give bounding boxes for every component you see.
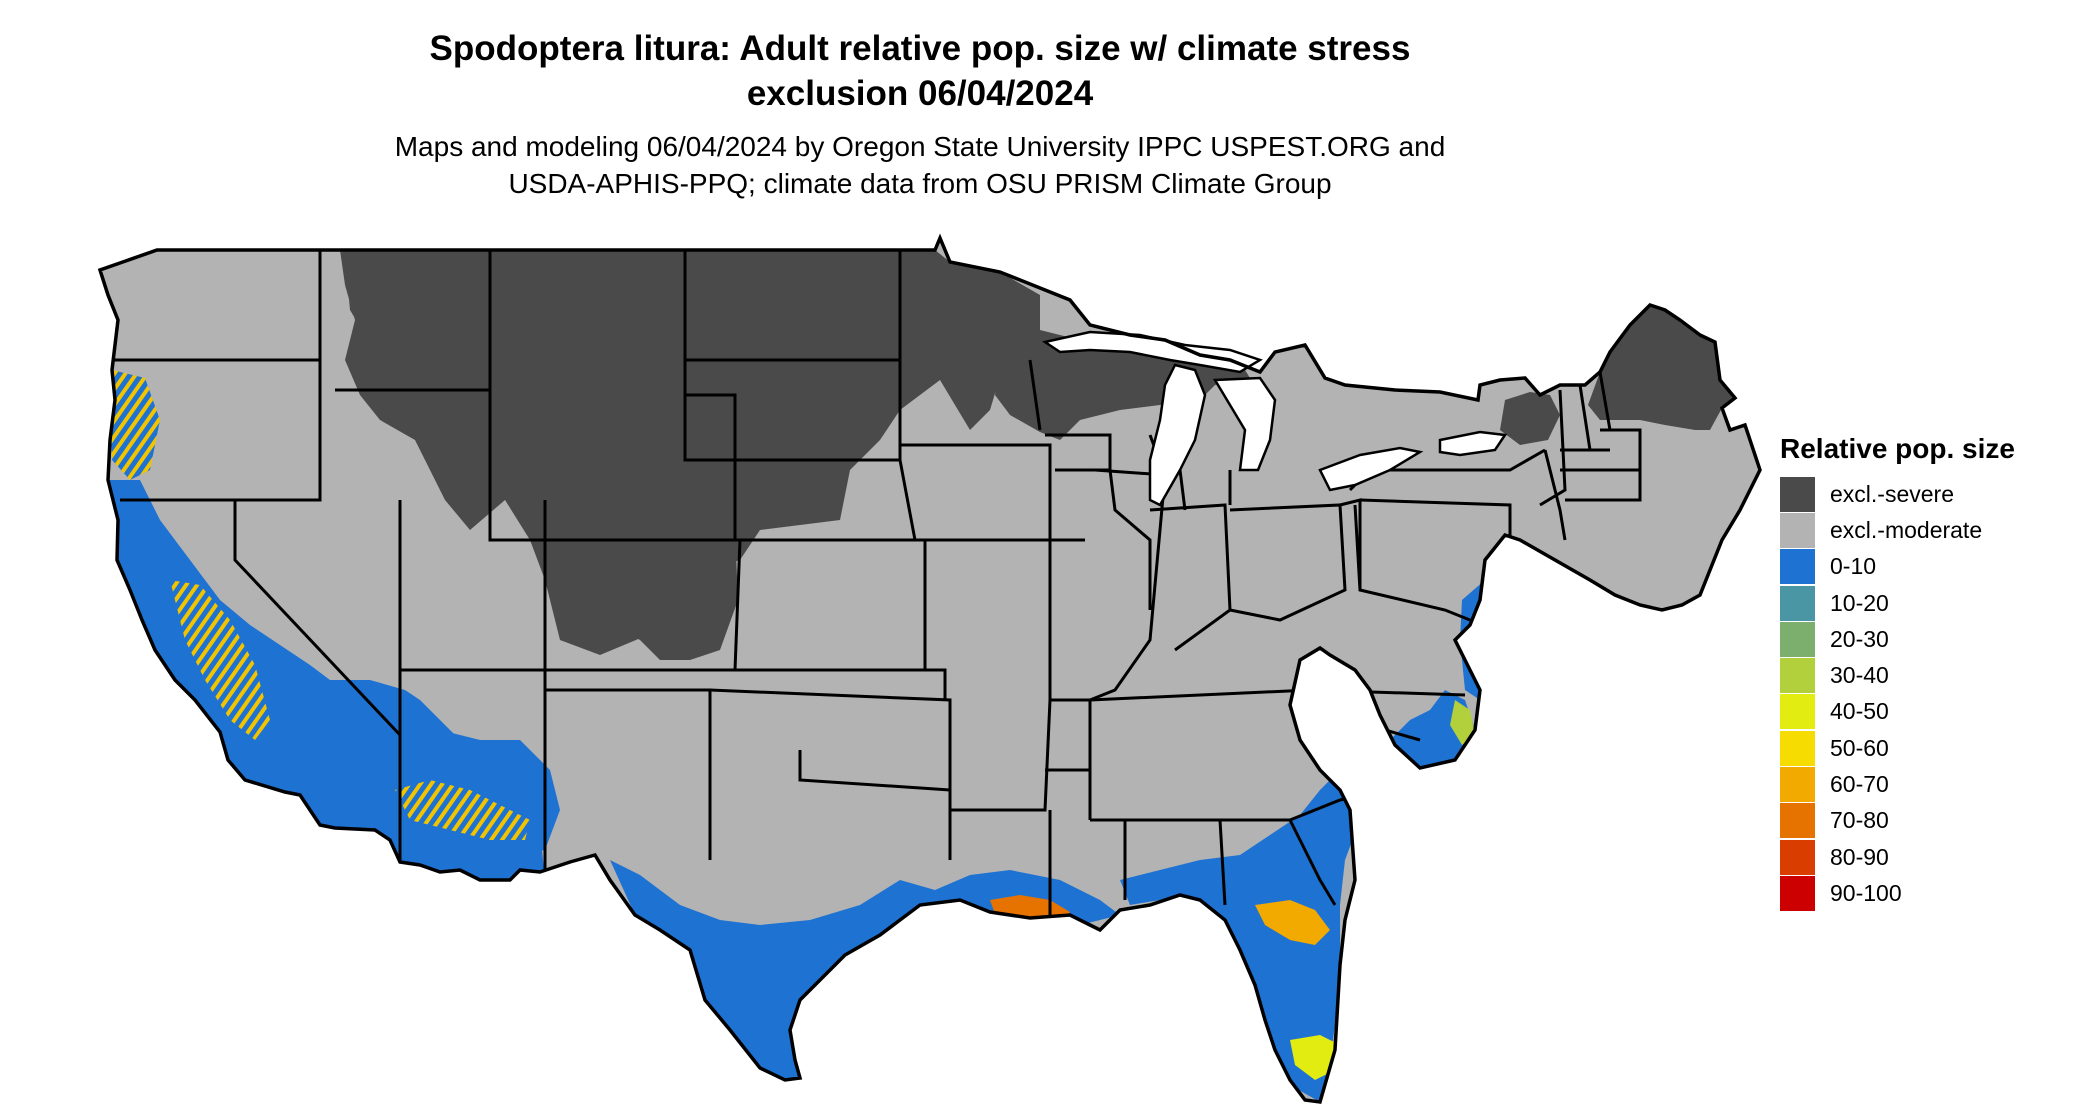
legend-item: excl.-moderate (1780, 512, 2015, 548)
zone-60-70-north-florida (1255, 900, 1330, 945)
legend-label: 0-10 (1830, 553, 1877, 580)
zone-50-60-central-valley (170, 580, 270, 740)
map-title-line-1: Spodoptera litura: Adult relative pop. s… (429, 29, 1411, 68)
legend-label: excl.-moderate (1830, 516, 1983, 543)
zone-0-10-gulf-southeast (1120, 690, 1475, 1102)
legend-item: 80-90 (1780, 839, 2015, 875)
legend-label: 10-20 (1830, 589, 1889, 616)
state-boundaries (108, 250, 1642, 925)
legend-item: 0-10 (1780, 549, 2015, 585)
map-subtitle-line-2: USDA-APHIS-PPQ; climate data from OSU PR… (508, 168, 1332, 199)
zone-excl-severe-maine (1588, 305, 1735, 430)
map-subtitle: Maps and modeling 06/04/2024 by Oregon S… (0, 128, 1840, 202)
legend-item: 20-30 (1780, 621, 2015, 657)
legend-swatch (1780, 803, 1815, 839)
legend-title: Relative pop. size (1780, 433, 2015, 464)
zone-excl-severe-colorado-rockies (560, 530, 738, 660)
legend-swatch (1780, 694, 1815, 730)
legend-label: 70-80 (1830, 807, 1889, 834)
legend-swatch (1780, 730, 1815, 766)
legend-swatch (1780, 585, 1815, 621)
legend-item: 10-20 (1780, 585, 2015, 621)
legend-item: 70-80 (1780, 803, 2015, 839)
legend-item: 30-40 (1780, 657, 2015, 694)
zone-excl-severe-northern-idaho (345, 255, 395, 335)
zone-50-60-oregon-coast (110, 370, 160, 480)
legend-label: 20-30 (1830, 625, 1889, 652)
lake-erie (1318, 446, 1424, 492)
zone-30-40-carolina-coast (1450, 700, 1475, 745)
legend-label: 80-90 (1830, 843, 1889, 870)
lake-ontario (1438, 430, 1508, 457)
legend-swatch (1780, 476, 1815, 512)
lake-michigan (1148, 363, 1207, 507)
legend-label: 90-100 (1830, 879, 1902, 906)
legend-item: excl.-severe (1780, 476, 2015, 512)
legend-swatch (1780, 658, 1815, 694)
legend-item: 50-60 (1780, 730, 2015, 766)
legend-label: 30-40 (1830, 662, 1889, 689)
zone-50-60-arizona (395, 780, 530, 840)
legend-swatch (1780, 839, 1815, 875)
legend-swatch (1780, 767, 1815, 803)
lake-huron (1212, 376, 1277, 472)
legend-swatch (1780, 512, 1815, 548)
legend-item: 60-70 (1780, 766, 2015, 803)
great-lakes (1041, 330, 1508, 507)
legend-swatch (1780, 549, 1815, 585)
legend-label: 50-60 (1830, 734, 1889, 761)
map-title: Spodoptera litura: Adult relative pop. s… (0, 26, 1840, 116)
legend-swatch (1780, 621, 1815, 657)
legend-label: excl.-severe (1830, 480, 1954, 507)
legend-label: 60-70 (1830, 771, 1889, 798)
map-title-line-2: exclusion 06/04/2024 (746, 74, 1094, 113)
legend-item: 90-100 (1780, 875, 2015, 911)
legend-item: 40-50 (1780, 694, 2015, 730)
legend: Relative pop. size excl.-severe excl.-mod… (1780, 432, 2015, 912)
legend-swatch (1780, 875, 1815, 911)
zone-50-60-south-texas (800, 1000, 860, 1070)
legend-items: excl.-severe excl.-moderate 0-10 10-20 20-30… (1780, 476, 2015, 912)
zone-40-50-south-florida (1290, 1035, 1340, 1080)
legend-label: 40-50 (1830, 698, 1889, 725)
zone-excl-severe-northern-new-york (1500, 392, 1560, 445)
zone-excl-severe-northern-plains (340, 250, 1040, 655)
map-subtitle-line-1: Maps and modeling 06/04/2024 by Oregon S… (394, 131, 1446, 162)
